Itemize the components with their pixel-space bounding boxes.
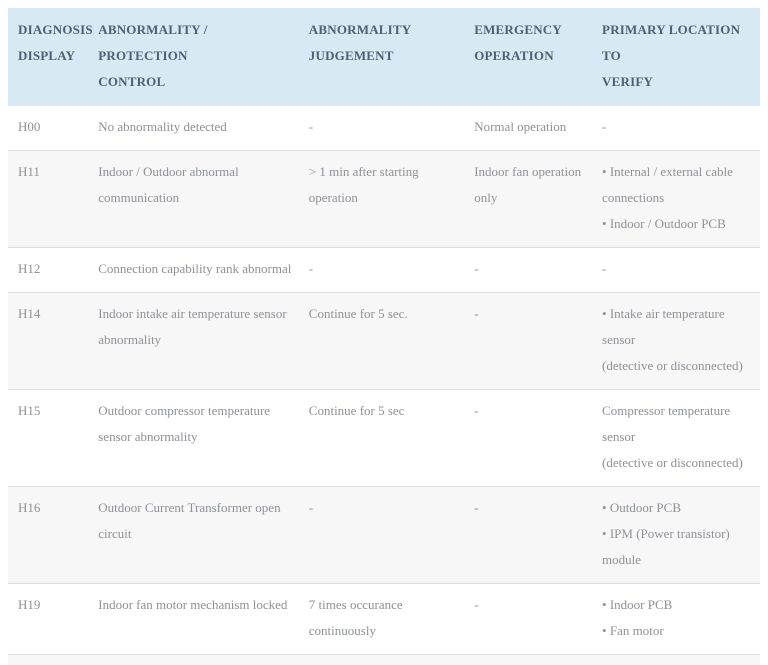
cell-emergency: - xyxy=(474,247,603,293)
table-row: H00 No abnormality detected - Normal operat… xyxy=(8,106,760,151)
table-row: H11 Indoor / Outdoor abnormal communicati… xyxy=(8,150,760,248)
cell-display: H19 xyxy=(8,583,99,654)
table-row: H14 Indoor intake air temperature sensor … xyxy=(8,292,760,390)
cell-display: H15 xyxy=(8,389,99,487)
cell-locations: - xyxy=(602,247,760,293)
table-row: H15 Outdoor compressor temperature sensor… xyxy=(8,389,760,487)
cell-control: Indoor fan motor mechanism locked xyxy=(98,583,309,654)
cell-locations: • Indoor PCB • Fan motor xyxy=(602,583,760,654)
cell-control: Indoor / Outdoor abnormal communication xyxy=(98,150,309,248)
column-header-emergency: EMERGENCY OPERATION xyxy=(474,8,603,106)
cell-display: H11 xyxy=(8,150,99,248)
cell-control: Indoor intake air temperature sensor abn… xyxy=(98,292,309,390)
cell-control: Outdoor compressor temperature sensor ab… xyxy=(98,389,309,487)
cell-display: H16 xyxy=(8,486,99,584)
cell-emergency: Indoor fan operation only xyxy=(474,150,603,248)
cell-locations: - xyxy=(602,119,607,134)
cell-locations: • Outdoor PCB • IPM (Power transistor) m… xyxy=(602,486,760,584)
column-header-locations: PRIMARY LOCATION TO VERIFY xyxy=(602,8,760,106)
table-row: H16 Outdoor Current Transformer open circ… xyxy=(8,486,760,584)
cell-emergency: - xyxy=(474,583,603,654)
cell-display: H14 xyxy=(8,292,99,390)
header-row: DIAGNOSIS DISPLAY ABNORMALITY / PROTECTIO… xyxy=(8,8,760,106)
table-body: H00 No abnormality detected - Normal operat… xyxy=(8,106,760,654)
cell-control: No abnormality detected xyxy=(98,119,227,134)
cell-judgement: - xyxy=(308,119,314,134)
column-header-control: ABNORMALITY / PROTECTION CONTROL xyxy=(98,8,309,106)
cell-emergency: - xyxy=(474,389,603,487)
cell-judgement: - xyxy=(308,486,475,584)
table-row: H12 Connection capability rank abnormal - -… xyxy=(8,247,760,293)
cell-emergency: - xyxy=(474,292,603,390)
diagnosis-table-container: DIAGNOSIS DISPLAY ABNORMALITY / PROTECTIO… xyxy=(8,8,760,665)
cell-display: H00 xyxy=(18,119,41,134)
cell-control: Connection capability rank abnormal xyxy=(98,247,309,293)
next-row-partial xyxy=(8,654,760,665)
cell-display: H12 xyxy=(8,247,99,293)
cell-control: Outdoor Current Transformer open circuit xyxy=(98,486,309,584)
cell-locations: • Intake air temperature sensor (detecti… xyxy=(602,292,760,390)
cell-judgement: - xyxy=(308,247,475,293)
column-header-judgement: ABNORMALITY JUDGEMENT xyxy=(308,8,475,106)
cell-judgement: Continue for 5 sec. xyxy=(308,292,475,390)
table-header: DIAGNOSIS DISPLAY ABNORMALITY / PROTECTIO… xyxy=(8,8,760,106)
cell-emergency: Normal operation xyxy=(474,119,567,134)
cell-judgement: Continue for 5 sec xyxy=(308,389,475,487)
cell-emergency: - xyxy=(474,486,603,584)
diagnosis-table: DIAGNOSIS DISPLAY ABNORMALITY / PROTECTIO… xyxy=(8,8,760,654)
cell-judgement: 7 times occurance continuously xyxy=(308,583,475,654)
column-header-display: DIAGNOSIS DISPLAY xyxy=(8,8,99,106)
table-row: H19 Indoor fan motor mechanism locked 7 ti… xyxy=(8,583,760,654)
cell-locations: Compressor temperature sensor (detective… xyxy=(602,389,760,487)
cell-locations: • Internal / external cable connections … xyxy=(602,150,760,248)
cell-judgement: > 1 min after starting operation xyxy=(308,150,475,248)
